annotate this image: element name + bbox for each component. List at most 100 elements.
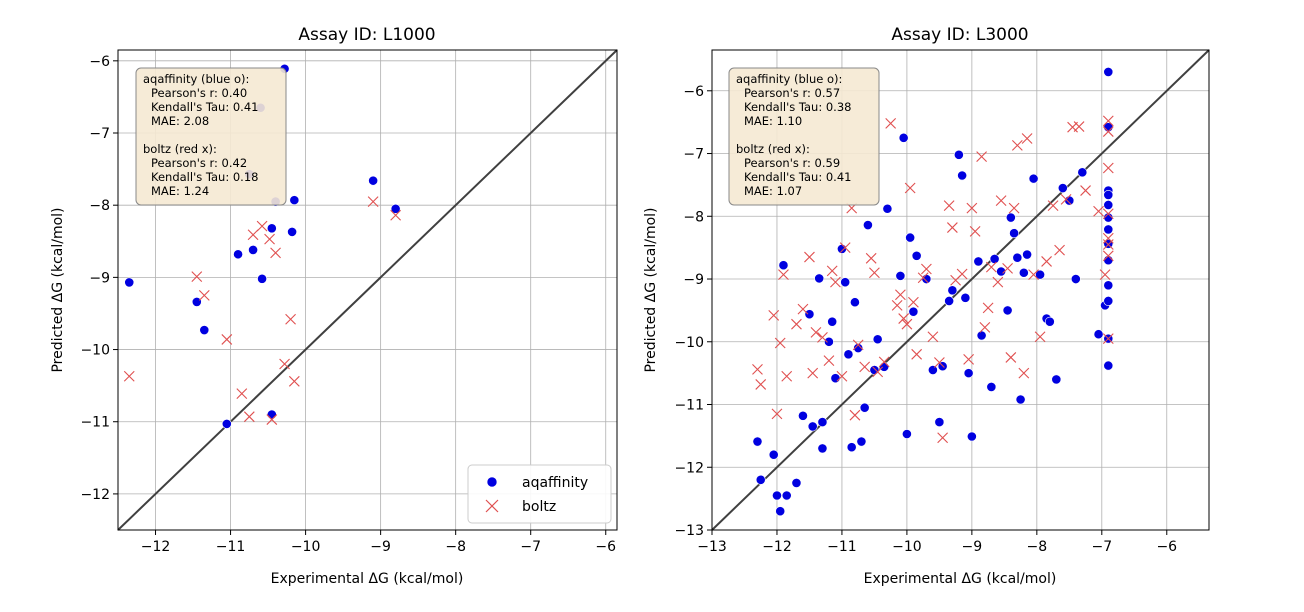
point-aqaffinity xyxy=(768,449,779,460)
point-boltz xyxy=(859,361,871,373)
point-boltz xyxy=(872,366,884,378)
point-boltz xyxy=(1002,262,1013,274)
point-boltz xyxy=(279,358,290,370)
point-boltz xyxy=(123,370,135,382)
stats-line: Kendall's Tau: 0.41 xyxy=(151,100,258,114)
point-boltz xyxy=(774,337,786,349)
point-boltz xyxy=(921,263,932,275)
stats-line: Kendall's Tau: 0.41 xyxy=(744,170,851,184)
point-boltz xyxy=(966,202,978,214)
x-tick-label: −12 xyxy=(762,539,792,555)
ticks: −13 −12 −11 −10 −9 −8 −7 −6 −13 −12 −11 −10 −9 −8 −7 −6 xyxy=(674,84,1177,555)
point-aqaffinity xyxy=(1005,212,1016,223)
x-tick-label: −8 xyxy=(1027,539,1048,555)
point-boltz xyxy=(823,355,835,366)
point-boltz xyxy=(865,252,877,264)
point-boltz xyxy=(982,302,994,314)
point-boltz xyxy=(264,233,275,245)
point-boltz xyxy=(1099,269,1111,281)
point-boltz xyxy=(1008,202,1020,214)
point-aqaffinity xyxy=(846,442,857,453)
plot-frame xyxy=(117,49,618,531)
point-aqaffinity xyxy=(898,132,909,143)
point-boltz xyxy=(270,247,281,259)
point-aqaffinity xyxy=(124,277,135,288)
point-aqaffinity xyxy=(221,418,232,429)
y-axis-label: Predicted ΔG (kcal/mol) xyxy=(50,207,66,372)
point-boltz xyxy=(781,370,793,382)
point-boltz xyxy=(943,200,955,211)
point-aqaffinity xyxy=(1103,212,1114,223)
point-aqaffinity xyxy=(817,443,828,454)
y-tick-label: −10 xyxy=(80,343,110,359)
point-boltz xyxy=(891,299,903,311)
y-tick-label: −10 xyxy=(674,335,704,351)
point-aqaffinity xyxy=(233,249,243,260)
point-aqaffinity xyxy=(840,277,851,288)
stats-line: Pearson's r: 0.57 xyxy=(744,86,840,100)
point-aqaffinity xyxy=(882,203,893,214)
x-tick-label: −11 xyxy=(216,539,246,555)
y-tick-label: −9 xyxy=(89,270,110,286)
point-aqaffinity xyxy=(966,431,977,442)
point-boltz xyxy=(1011,139,1023,151)
x-tick-label: −12 xyxy=(141,539,171,555)
point-aqaffinity xyxy=(248,245,258,255)
stats-box: aqaffinity (blue o): Pearson's r: 0.57 K… xyxy=(728,67,880,206)
identity-line xyxy=(117,49,618,531)
point-aqaffinity xyxy=(1103,255,1114,266)
point-boltz xyxy=(1060,193,1072,205)
point-aqaffinity xyxy=(863,220,873,230)
identity-line xyxy=(711,49,1210,531)
point-aqaffinity xyxy=(973,256,984,267)
point-boltz xyxy=(810,326,822,338)
point-boltz xyxy=(1102,239,1114,250)
x-tick-label: −11 xyxy=(827,539,857,555)
point-aqaffinity xyxy=(804,309,815,320)
point-aqaffinity xyxy=(289,195,300,206)
y-tick-label: −12 xyxy=(80,487,110,503)
stats-line: Pearson's r: 0.40 xyxy=(151,86,247,100)
point-aqaffinity xyxy=(755,474,766,485)
point-boltz xyxy=(1034,331,1046,343)
point-boltz xyxy=(911,348,923,360)
x-tick-label: −9 xyxy=(962,539,983,555)
point-boltz xyxy=(807,367,819,379)
point-aqaffinity xyxy=(1103,200,1114,210)
x-tick-label: −13 xyxy=(697,539,727,555)
point-aqaffinity xyxy=(902,429,912,439)
point-boltz xyxy=(839,242,851,254)
point-aqaffinity xyxy=(287,226,297,237)
stats-line: MAE: 1.07 xyxy=(744,184,802,198)
point-aqaffinity xyxy=(856,436,867,447)
point-boltz xyxy=(933,357,945,368)
point-boltz xyxy=(985,261,997,273)
point-boltz xyxy=(1080,185,1091,196)
point-aqaffinity xyxy=(843,349,854,360)
point-aqaffinity xyxy=(827,316,838,327)
stats-line: boltz (red x): xyxy=(143,142,217,156)
stats-line: MAE: 1.24 xyxy=(151,184,209,198)
point-aqaffinity xyxy=(927,365,938,375)
data-marks xyxy=(752,67,1114,517)
x-axis-label: Experimental ΔG (kcal/mol) xyxy=(864,571,1057,587)
point-boltz xyxy=(256,220,268,232)
point-boltz xyxy=(247,229,259,241)
point-boltz xyxy=(752,363,763,375)
point-boltz xyxy=(1041,256,1052,267)
chart-title: Assay ID: L1000 xyxy=(298,25,435,45)
point-aqaffinity xyxy=(947,285,958,296)
point-aqaffinity xyxy=(1103,360,1114,371)
stats-line: Pearson's r: 0.42 xyxy=(151,156,247,170)
x-tick-label: −10 xyxy=(892,539,922,555)
point-aqaffinity xyxy=(1009,228,1019,239)
ticks: −12 −11 −10 −9 −8 −7 −6 −12 −11 −10 −9 −8 −7 −6 xyxy=(80,54,616,555)
point-aqaffinity xyxy=(1057,183,1068,193)
legend: aqaffinity boltz xyxy=(467,464,612,524)
point-aqaffinity xyxy=(1064,195,1075,206)
stats-line: MAE: 1.10 xyxy=(744,114,802,128)
point-boltz xyxy=(191,271,203,283)
point-aqaffinity xyxy=(257,273,267,284)
point-boltz xyxy=(804,251,815,263)
